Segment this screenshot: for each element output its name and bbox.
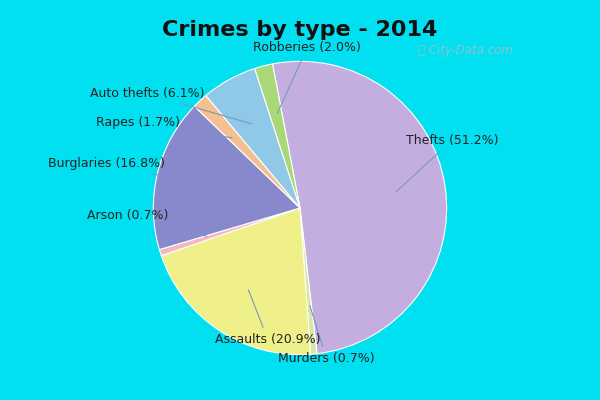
Text: Rapes (1.7%): Rapes (1.7%) xyxy=(96,116,232,138)
Wedge shape xyxy=(161,208,311,355)
Text: ⓘ City-Data.com: ⓘ City-Data.com xyxy=(418,44,512,57)
Text: Burglaries (16.8%): Burglaries (16.8%) xyxy=(48,158,205,185)
Text: Crimes by type - 2014: Crimes by type - 2014 xyxy=(163,20,437,40)
Text: Arson (0.7%): Arson (0.7%) xyxy=(86,209,206,236)
Text: Assaults (20.9%): Assaults (20.9%) xyxy=(215,290,320,346)
Wedge shape xyxy=(272,61,446,354)
Text: Murders (0.7%): Murders (0.7%) xyxy=(278,306,375,365)
Wedge shape xyxy=(254,64,300,208)
Text: Auto thefts (6.1%): Auto thefts (6.1%) xyxy=(90,87,251,124)
Wedge shape xyxy=(194,96,300,208)
Text: Robberies (2.0%): Robberies (2.0%) xyxy=(253,41,361,113)
Wedge shape xyxy=(300,208,317,354)
Wedge shape xyxy=(160,208,300,256)
Wedge shape xyxy=(154,106,300,250)
Wedge shape xyxy=(206,68,300,208)
Text: Thefts (51.2%): Thefts (51.2%) xyxy=(396,134,498,192)
